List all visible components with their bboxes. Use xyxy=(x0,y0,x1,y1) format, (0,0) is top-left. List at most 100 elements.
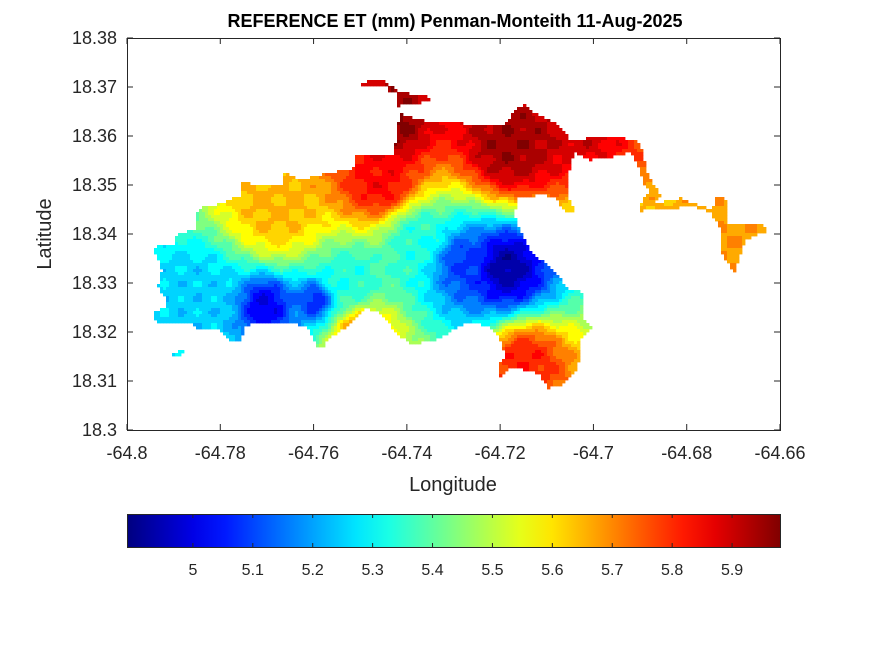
heatmap-cell xyxy=(268,218,272,222)
heatmap-cell xyxy=(286,263,290,267)
heatmap-cell xyxy=(484,137,488,141)
heatmap-cell xyxy=(382,215,386,219)
heatmap-cell xyxy=(697,206,701,210)
heatmap-cell xyxy=(463,203,467,207)
heatmap-cell xyxy=(316,203,320,207)
heatmap-cell xyxy=(454,170,458,174)
heatmap-cell xyxy=(232,263,236,267)
heatmap-cell xyxy=(553,131,557,135)
heatmap-cell xyxy=(202,230,206,234)
heatmap-cell xyxy=(301,248,305,252)
heatmap-cell xyxy=(358,164,362,168)
heatmap-cell xyxy=(244,212,248,216)
heatmap-cell xyxy=(256,191,260,195)
heatmap-cell xyxy=(529,125,533,129)
heatmap-cell xyxy=(586,137,590,141)
heatmap-cell xyxy=(457,164,461,168)
heatmap-cell xyxy=(418,191,422,195)
heatmap-cell xyxy=(379,209,383,213)
heatmap-cell xyxy=(424,125,428,129)
heatmap-cell xyxy=(541,170,545,174)
heatmap-cell xyxy=(208,212,212,216)
heatmap-cell xyxy=(448,215,452,219)
heatmap-cell xyxy=(475,221,479,225)
heatmap-cell xyxy=(403,131,407,135)
heatmap-cell xyxy=(352,182,356,186)
heatmap-cell xyxy=(217,206,221,210)
heatmap-cell xyxy=(592,152,596,156)
heatmap-cell xyxy=(409,215,413,219)
heatmap-cell xyxy=(379,260,383,264)
heatmap-cell xyxy=(448,239,452,243)
heatmap-cell xyxy=(595,137,599,141)
heatmap-cell xyxy=(370,218,374,222)
heatmap-cell xyxy=(448,170,452,174)
heatmap-cell xyxy=(337,200,341,204)
heatmap-cell xyxy=(496,128,500,132)
heatmap-cell xyxy=(214,263,218,267)
heatmap-cell xyxy=(472,227,476,231)
heatmap-cell xyxy=(439,245,443,249)
heatmap-cell xyxy=(526,182,530,186)
heatmap-cell xyxy=(559,179,563,183)
heatmap-cell xyxy=(475,242,479,246)
heatmap-cell xyxy=(184,266,188,270)
heatmap-cell xyxy=(511,116,515,120)
heatmap-cell xyxy=(244,191,248,195)
heatmap-cell xyxy=(382,239,386,243)
heatmap-cell xyxy=(376,242,380,246)
heatmap-cell xyxy=(274,203,278,207)
heatmap-cell xyxy=(493,209,497,213)
heatmap-cell xyxy=(721,251,725,255)
heatmap-cell xyxy=(334,227,338,231)
heatmap-cell xyxy=(367,161,371,165)
heatmap-cell xyxy=(442,263,446,267)
heatmap-cell xyxy=(289,200,293,204)
heatmap-cell xyxy=(718,200,722,204)
heatmap-cell xyxy=(310,209,314,213)
heatmap-cell xyxy=(526,251,530,255)
heatmap-cell xyxy=(460,251,464,255)
heatmap-cell xyxy=(535,191,539,195)
heatmap-cell xyxy=(352,176,356,180)
heatmap-cell xyxy=(529,122,533,126)
heatmap-cell xyxy=(187,233,191,237)
heatmap-cell xyxy=(478,254,482,258)
heatmap-cell xyxy=(580,143,584,147)
heatmap-cell xyxy=(457,206,461,210)
heatmap-cell xyxy=(601,143,605,147)
heatmap-cell xyxy=(400,239,404,243)
heatmap-cell xyxy=(334,179,338,183)
heatmap-cell xyxy=(424,197,428,201)
heatmap-cell xyxy=(391,206,395,210)
heatmap-cell xyxy=(604,143,608,147)
heatmap-cell xyxy=(472,158,476,162)
heatmap-cell xyxy=(280,245,284,249)
heatmap-cell xyxy=(553,146,557,150)
heatmap-cell xyxy=(247,242,251,246)
heatmap-cell xyxy=(544,185,548,189)
heatmap-cell xyxy=(475,257,479,261)
heatmap-cell xyxy=(547,188,551,192)
heatmap-cell xyxy=(538,176,542,180)
heatmap-cell xyxy=(322,242,326,246)
heatmap-cell xyxy=(409,128,413,132)
heatmap-cell xyxy=(484,182,488,186)
heatmap-cell xyxy=(400,113,404,117)
heatmap-cell xyxy=(202,206,206,210)
heatmap-cell xyxy=(457,227,461,231)
heatmap-cell xyxy=(190,242,194,246)
heatmap-cell xyxy=(247,260,251,264)
heatmap-cell xyxy=(391,257,395,261)
heatmap-cell xyxy=(436,182,440,186)
heatmap-cell xyxy=(517,230,521,234)
heatmap-cell xyxy=(289,206,293,210)
heatmap-cell xyxy=(403,161,407,165)
heatmap-cell xyxy=(403,185,407,189)
heatmap-cell xyxy=(469,176,473,180)
heatmap-cell xyxy=(385,203,389,207)
heatmap-cell xyxy=(532,164,536,168)
heatmap-cell xyxy=(502,146,506,150)
heatmap-cell xyxy=(727,230,731,234)
heatmap-cell xyxy=(493,125,497,129)
